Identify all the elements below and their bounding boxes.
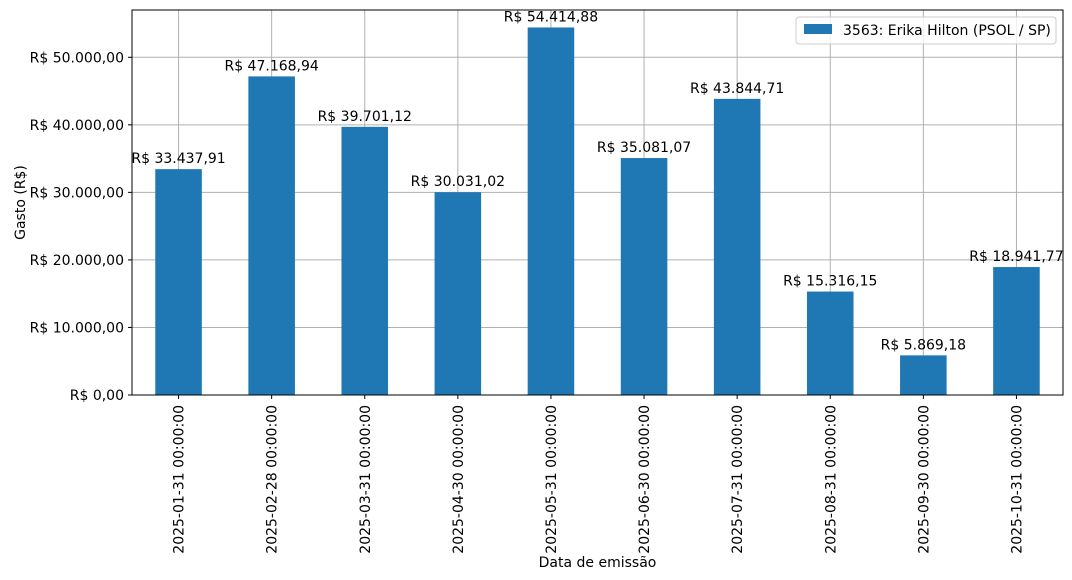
y-tick-label: R$ 40.000,00 bbox=[30, 118, 124, 134]
bars bbox=[155, 27, 1040, 396]
y-tick-label: R$ 50.000,00 bbox=[30, 50, 124, 66]
bar-value-label: R$ 30.031,02 bbox=[411, 174, 505, 190]
x-tick-label: 2025-09-30 00:00:00 bbox=[916, 405, 932, 554]
bar bbox=[713, 98, 761, 396]
legend-label: 3563: Erika Hilton (PSOL / SP) bbox=[843, 23, 1051, 39]
x-tick-label: 2025-03-31 00:00:00 bbox=[358, 405, 374, 554]
bar bbox=[620, 158, 668, 395]
bar-value-label: R$ 35.081,07 bbox=[597, 140, 691, 156]
x-axis-ticks: 2025-01-31 00:00:00 2025-02-28 00:00:00 20… bbox=[172, 395, 1025, 554]
bar-value-label: R$ 39.701,12 bbox=[318, 109, 412, 125]
legend: 3563: Erika Hilton (PSOL / SP) bbox=[795, 16, 1057, 45]
legend-box bbox=[795, 16, 1057, 45]
bar bbox=[434, 192, 482, 395]
bar-value-label: R$ 18.941,77 bbox=[969, 249, 1063, 265]
bar bbox=[993, 267, 1040, 395]
y-tick-label: R$ 10.000,00 bbox=[30, 320, 124, 336]
y-tick-label: R$ 30.000,00 bbox=[30, 185, 124, 201]
x-tick-label: 2025-05-31 00:00:00 bbox=[544, 405, 560, 554]
plot-area-frame bbox=[131, 9, 1064, 396]
y-axis-ticks: R$ 0,00 R$ 10.000,00 R$ 20.000,00 R$ 30.000… bbox=[30, 50, 132, 404]
y-axis-label: Gasto (R$) bbox=[13, 165, 29, 240]
bar-value-label: R$ 15.316,15 bbox=[783, 274, 877, 290]
bar-value-label: R$ 47.168,94 bbox=[224, 58, 318, 74]
x-tick-label: 2025-10-31 00:00:00 bbox=[1009, 405, 1025, 554]
x-tick-label: 2025-07-31 00:00:00 bbox=[730, 405, 746, 554]
bar-value-label: R$ 5.869,18 bbox=[881, 337, 966, 353]
bar bbox=[806, 291, 854, 395]
bar-value-label: R$ 43.844,71 bbox=[690, 81, 784, 97]
data-labels: R$ 33.437,91 R$ 47.168,94 R$ 39.701,12 R$ 3… bbox=[131, 9, 1063, 353]
y-tick-label: R$ 0,00 bbox=[70, 388, 124, 404]
y-tick-label: R$ 20.000,00 bbox=[30, 253, 124, 269]
x-tick-label: 2025-01-31 00:00:00 bbox=[172, 405, 188, 554]
bar-value-label: R$ 33.437,91 bbox=[131, 151, 225, 167]
bar bbox=[527, 27, 575, 395]
bar bbox=[248, 76, 295, 395]
x-axis-label: Data de emissão bbox=[539, 555, 657, 571]
x-tick-label: 2025-06-30 00:00:00 bbox=[637, 405, 653, 554]
legend-swatch bbox=[804, 24, 832, 34]
bar bbox=[155, 169, 202, 395]
x-tick-label: 2025-04-30 00:00:00 bbox=[451, 405, 467, 554]
bar bbox=[341, 126, 389, 395]
bar bbox=[900, 355, 947, 395]
bar-value-label: R$ 54.414,88 bbox=[504, 9, 598, 25]
x-tick-label: 2025-08-31 00:00:00 bbox=[823, 405, 839, 554]
x-tick-label: 2025-02-28 00:00:00 bbox=[265, 405, 281, 554]
